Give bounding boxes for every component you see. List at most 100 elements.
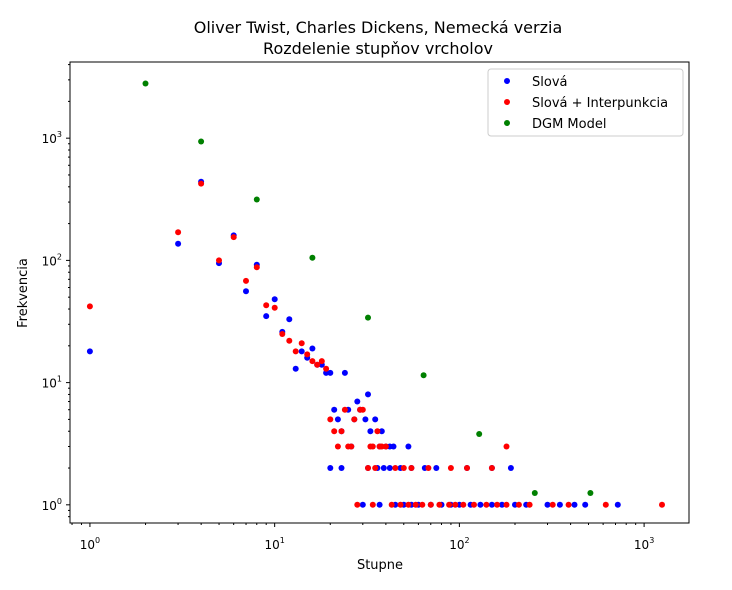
y-axis-label: Frekvencia xyxy=(16,258,31,328)
point-slova-43 xyxy=(386,465,393,471)
point-dgm-model-3 xyxy=(309,254,316,261)
point-slova-interpunkcia-7 xyxy=(263,302,270,309)
point-slova-8 xyxy=(271,296,278,303)
point-slova-26 xyxy=(354,398,361,405)
point-slova-interpunkcia-4 xyxy=(230,234,237,241)
point-dgm-model-8 xyxy=(587,490,594,496)
point-slova-64 xyxy=(499,501,505,508)
point-slova-interpunkcia-21 xyxy=(338,428,345,435)
point-slova-interpunkcia-24 xyxy=(348,443,355,450)
point-slova-interpunkcia-33 xyxy=(382,443,389,450)
legend-label-slova-interpunkcia: Slová + Interpunkcia xyxy=(532,96,668,111)
point-slova-interpunkcia-47 xyxy=(397,501,404,508)
point-slova-interpunkcia-8 xyxy=(271,304,278,311)
point-slova-interpunkcia-44 xyxy=(354,501,361,508)
legend-marker-slova-interpunkcia xyxy=(504,99,510,105)
point-slova-interpunkcia-45 xyxy=(369,501,376,508)
point-slova-interpunkcia-15 xyxy=(314,361,321,368)
point-slova-51 xyxy=(359,501,366,508)
point-slova-interpunkcia-49 xyxy=(412,501,419,508)
point-slova-interpunkcia-1 xyxy=(175,229,182,236)
point-slova-interpunkcia-42 xyxy=(488,465,495,471)
point-slova-12 xyxy=(298,348,305,355)
point-slova-42 xyxy=(380,465,387,471)
legend-marker-dgm-model xyxy=(504,120,510,126)
point-slova-36 xyxy=(390,443,397,450)
point-slova-interpunkcia-3 xyxy=(216,257,222,264)
point-slova-0 xyxy=(86,348,93,355)
point-slova-38 xyxy=(327,465,334,471)
point-slova-1 xyxy=(175,240,182,247)
legend-label-slova: Slová xyxy=(532,75,567,90)
point-slova-interpunkcia-22 xyxy=(341,406,348,413)
point-slova-interpunkcia-50 xyxy=(419,501,426,508)
y-tick-label-0: 100 xyxy=(42,497,62,513)
point-slova-interpunkcia-43 xyxy=(503,443,510,450)
chart-title-line-1: Oliver Twist, Charles Dickens, Nemecká v… xyxy=(194,18,563,37)
point-slova-62 xyxy=(477,501,484,508)
point-slova-70 xyxy=(582,501,589,508)
point-slova-29 xyxy=(365,391,371,398)
y-tick-label-2: 102 xyxy=(42,252,62,268)
point-slova-50 xyxy=(507,465,514,471)
point-dgm-model-0 xyxy=(142,80,149,87)
point-slova-interpunkcia-61 xyxy=(526,501,533,508)
point-slova-interpunkcia-65 xyxy=(659,501,665,508)
point-dgm-model-7 xyxy=(531,490,538,496)
point-slova-interpunkcia-34 xyxy=(365,465,371,471)
point-slova-68 xyxy=(556,501,563,508)
point-slova-52 xyxy=(376,501,383,508)
point-slova-interpunkcia-51 xyxy=(427,501,434,508)
point-slova-interpunkcia-41 xyxy=(464,465,470,471)
point-slova-33 xyxy=(378,428,385,435)
point-slova-17 xyxy=(323,369,330,376)
point-slova-interpunkcia-62 xyxy=(549,501,556,508)
point-slova-31 xyxy=(372,416,379,423)
point-slova-18 xyxy=(327,369,334,376)
point-slova-interpunkcia-46 xyxy=(388,501,395,508)
point-slova-interpunkcia-5 xyxy=(243,277,249,284)
point-slova-interpunkcia-13 xyxy=(304,351,311,358)
point-slova-interpunkcia-10 xyxy=(286,337,293,344)
plot-frame xyxy=(69,61,690,524)
point-slova-interpunkcia-11 xyxy=(292,348,299,355)
point-slova-interpunkcia-52 xyxy=(436,501,443,508)
point-slova-interpunkcia-18 xyxy=(327,416,334,423)
legend-frame xyxy=(487,68,684,137)
markers-layer xyxy=(86,80,665,508)
y-tick-label-1: 101 xyxy=(42,375,62,391)
point-slova-interpunkcia-63 xyxy=(565,501,572,508)
point-slova-interpunkcia-2 xyxy=(198,180,205,187)
legend-label-dgm-model: DGM Model xyxy=(532,117,606,132)
point-slova-71 xyxy=(614,501,621,508)
x-axis-label: Stupne xyxy=(357,558,403,573)
point-slova-14 xyxy=(309,345,316,352)
point-slova-interpunkcia-38 xyxy=(408,465,415,471)
point-slova-interpunkcia-39 xyxy=(425,465,432,471)
point-slova-47 xyxy=(433,465,440,471)
point-slova-7 xyxy=(263,313,270,320)
point-slova-interpunkcia-36 xyxy=(392,465,399,471)
x-tick-label-0: 100 xyxy=(80,536,100,552)
legend-marker-slova xyxy=(504,78,510,84)
point-slova-interpunkcia-25 xyxy=(351,416,358,423)
point-slova-interpunkcia-17 xyxy=(323,365,330,372)
point-slova-5 xyxy=(243,288,249,295)
x-tick-label-1: 101 xyxy=(264,536,284,552)
point-slova-22 xyxy=(341,369,348,376)
point-slova-interpunkcia-16 xyxy=(318,358,325,365)
point-dgm-model-6 xyxy=(476,431,483,437)
legend: Slová Slová + Interpunkcia DGM Model xyxy=(487,68,684,137)
point-slova-interpunkcia-20 xyxy=(334,443,341,450)
point-slova-interpunkcia-14 xyxy=(309,358,316,365)
point-slova-interpunkcia-55 xyxy=(460,501,467,508)
point-slova-interpunkcia-12 xyxy=(298,340,305,347)
point-slova-interpunkcia-54 xyxy=(452,501,459,508)
point-dgm-model-2 xyxy=(253,196,260,203)
point-slova-interpunkcia-64 xyxy=(602,501,609,508)
point-slova-interpunkcia-58 xyxy=(494,501,501,508)
ticks-layer: 100 101 102 103 100 101 102 103 xyxy=(42,64,654,552)
point-slova-interpunkcia-19 xyxy=(331,428,338,435)
point-slova-10 xyxy=(286,316,293,323)
point-slova-19 xyxy=(331,406,338,413)
